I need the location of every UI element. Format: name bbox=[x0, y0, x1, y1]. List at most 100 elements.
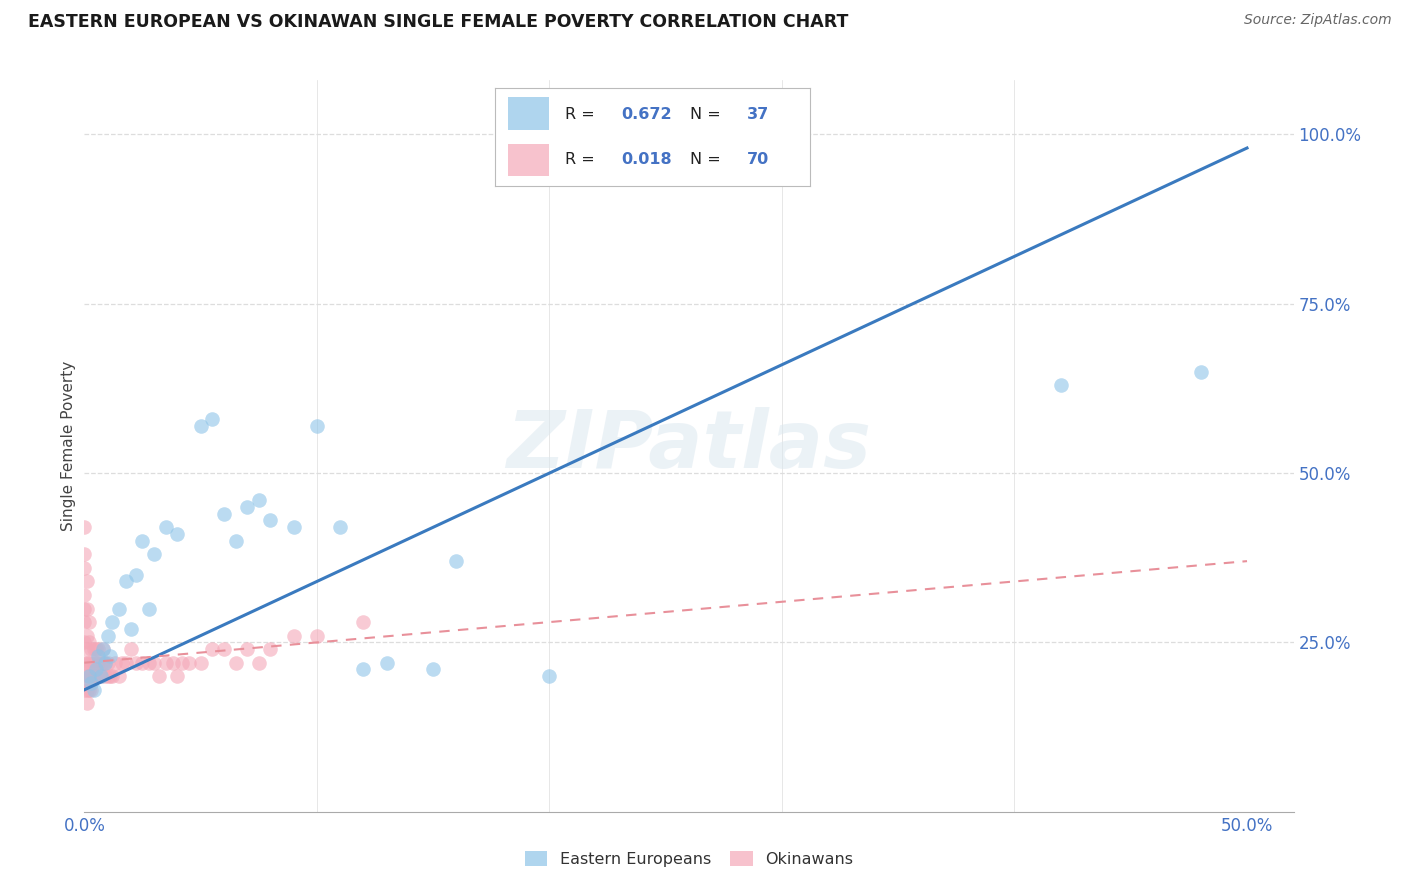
Point bbox=[115, 656, 138, 670]
Point bbox=[143, 656, 166, 670]
Point bbox=[80, 642, 103, 657]
Point bbox=[170, 656, 193, 670]
Point bbox=[97, 656, 120, 670]
Point bbox=[73, 520, 96, 534]
Point bbox=[148, 669, 170, 683]
Point bbox=[73, 682, 96, 697]
Point bbox=[138, 656, 160, 670]
Point bbox=[110, 656, 132, 670]
Point bbox=[84, 656, 107, 670]
Point bbox=[155, 520, 177, 534]
Point bbox=[91, 642, 114, 657]
Point bbox=[87, 642, 110, 657]
Point bbox=[91, 642, 114, 657]
Point bbox=[225, 533, 247, 548]
Text: ZIPatlas: ZIPatlas bbox=[506, 407, 872, 485]
Point bbox=[352, 663, 374, 677]
Point bbox=[120, 622, 142, 636]
Point bbox=[283, 629, 305, 643]
Point bbox=[77, 669, 100, 683]
Point bbox=[98, 648, 121, 663]
Point bbox=[87, 648, 110, 663]
Point bbox=[101, 669, 124, 683]
Point bbox=[73, 615, 96, 629]
Point bbox=[329, 520, 352, 534]
Point bbox=[80, 676, 103, 690]
Point bbox=[190, 656, 212, 670]
Point bbox=[446, 554, 468, 568]
Point bbox=[77, 615, 100, 629]
Y-axis label: Single Female Poverty: Single Female Poverty bbox=[60, 361, 76, 531]
Point bbox=[212, 507, 235, 521]
Point bbox=[73, 656, 96, 670]
Point bbox=[422, 663, 444, 677]
Point bbox=[305, 629, 328, 643]
Point bbox=[1050, 378, 1073, 392]
Point bbox=[166, 669, 188, 683]
Point bbox=[94, 656, 117, 670]
Point bbox=[77, 682, 100, 697]
Point bbox=[201, 642, 224, 657]
Point bbox=[83, 656, 105, 670]
Point bbox=[108, 601, 131, 615]
Point bbox=[124, 567, 146, 582]
Point bbox=[162, 656, 184, 670]
Point bbox=[143, 547, 166, 561]
Point bbox=[97, 629, 120, 643]
Point bbox=[212, 642, 235, 657]
Point bbox=[83, 669, 105, 683]
Point bbox=[138, 601, 160, 615]
Point bbox=[80, 682, 103, 697]
Point bbox=[94, 656, 117, 670]
Text: EASTERN EUROPEAN VS OKINAWAN SINGLE FEMALE POVERTY CORRELATION CHART: EASTERN EUROPEAN VS OKINAWAN SINGLE FEMA… bbox=[28, 13, 848, 31]
Point bbox=[259, 642, 281, 657]
Point bbox=[90, 669, 112, 683]
Point bbox=[80, 669, 103, 683]
Point bbox=[73, 547, 96, 561]
Point bbox=[83, 682, 105, 697]
Point bbox=[247, 656, 270, 670]
Point bbox=[84, 663, 107, 677]
Point bbox=[177, 656, 200, 670]
Point bbox=[77, 635, 100, 649]
Point bbox=[91, 656, 114, 670]
Point bbox=[124, 656, 146, 670]
Point bbox=[108, 669, 131, 683]
Point bbox=[352, 615, 374, 629]
Point bbox=[201, 412, 224, 426]
Point bbox=[90, 656, 112, 670]
Point bbox=[76, 629, 98, 643]
Point bbox=[73, 669, 96, 683]
Point bbox=[84, 642, 107, 657]
Point bbox=[97, 669, 120, 683]
Point bbox=[98, 669, 121, 683]
Point bbox=[247, 493, 270, 508]
Text: Source: ZipAtlas.com: Source: ZipAtlas.com bbox=[1244, 13, 1392, 28]
Point bbox=[166, 527, 188, 541]
Point bbox=[80, 656, 103, 670]
Point bbox=[76, 669, 98, 683]
Point bbox=[155, 656, 177, 670]
Point bbox=[225, 656, 247, 670]
Point bbox=[90, 669, 112, 683]
Point bbox=[73, 561, 96, 575]
Point bbox=[73, 601, 96, 615]
Point bbox=[73, 635, 96, 649]
Point bbox=[84, 669, 107, 683]
Point bbox=[131, 656, 153, 670]
Point bbox=[83, 642, 105, 657]
Point bbox=[305, 418, 328, 433]
Point bbox=[73, 588, 96, 602]
Point bbox=[94, 669, 117, 683]
Point bbox=[538, 669, 561, 683]
Point bbox=[76, 682, 98, 697]
Point bbox=[76, 697, 98, 711]
Point bbox=[101, 615, 124, 629]
Point bbox=[77, 656, 100, 670]
Point bbox=[236, 500, 259, 514]
Point bbox=[76, 642, 98, 657]
Point bbox=[120, 642, 142, 657]
Point bbox=[87, 656, 110, 670]
Legend: Eastern Europeans, Okinawans: Eastern Europeans, Okinawans bbox=[519, 845, 859, 873]
Point bbox=[76, 656, 98, 670]
